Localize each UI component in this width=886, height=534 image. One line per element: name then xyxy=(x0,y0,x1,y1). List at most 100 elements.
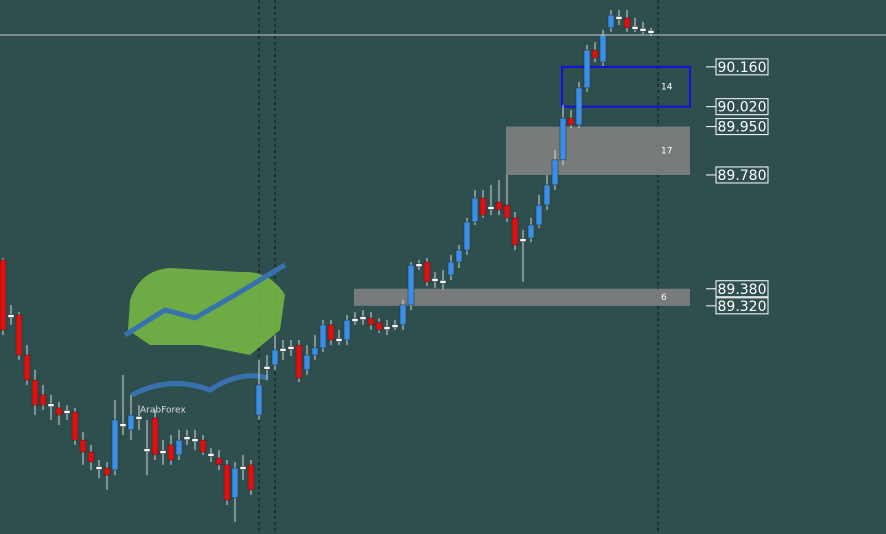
candle-body xyxy=(455,249,463,263)
candle-body xyxy=(103,467,111,476)
candle-body xyxy=(71,411,79,441)
candle-body xyxy=(63,410,71,414)
price-label: 90.020 xyxy=(718,100,767,116)
candle-body xyxy=(151,417,159,456)
candle-body xyxy=(143,448,151,452)
candle-body xyxy=(551,159,559,186)
candle-body xyxy=(95,466,103,470)
price-label-box xyxy=(715,58,769,76)
candle-body xyxy=(223,464,231,501)
candle-body xyxy=(119,423,127,427)
candle-body xyxy=(511,217,519,246)
candle-body xyxy=(359,316,367,320)
price-label: 89.320 xyxy=(718,299,767,315)
candle-body xyxy=(479,197,487,216)
price-label: 90.160 xyxy=(718,60,767,76)
candle-body xyxy=(559,117,567,161)
candle-body xyxy=(487,206,495,210)
candle-body xyxy=(519,238,527,242)
candle-body xyxy=(375,321,383,331)
price-label-box xyxy=(715,166,769,184)
candle-body xyxy=(15,314,23,356)
candle-body xyxy=(319,324,327,349)
candle-body xyxy=(191,438,199,442)
candle-body xyxy=(311,347,319,356)
candle-body xyxy=(231,467,239,499)
zone-count: 6 xyxy=(661,293,667,303)
candle-body xyxy=(567,117,575,126)
candle-body xyxy=(431,278,439,282)
watermark-text: ArabForex xyxy=(140,406,186,416)
zone-count: 17 xyxy=(661,146,672,156)
logo-script xyxy=(130,373,269,398)
price-label-box xyxy=(715,280,769,298)
candle-body xyxy=(535,204,543,226)
candle-body xyxy=(279,348,287,352)
zone xyxy=(354,288,690,306)
candle-body xyxy=(207,453,215,457)
candle-body xyxy=(391,324,399,328)
candle-body xyxy=(159,450,167,454)
candle-body xyxy=(175,439,183,456)
candle-body xyxy=(415,263,423,267)
price-label-box xyxy=(715,297,769,315)
candle-body xyxy=(55,407,63,416)
candle-body xyxy=(295,344,303,379)
price-label: 89.780 xyxy=(718,168,767,184)
candle-body xyxy=(183,436,191,440)
candle-body xyxy=(583,49,591,89)
candle-body xyxy=(495,201,503,211)
candle-body xyxy=(439,280,447,284)
candle-body xyxy=(607,14,615,29)
zone xyxy=(506,126,690,175)
candle-body xyxy=(287,346,295,350)
candle-body xyxy=(303,354,311,371)
candle-body xyxy=(647,30,655,34)
candle-body xyxy=(0,259,7,331)
candle-body xyxy=(31,379,39,406)
candle-body xyxy=(423,261,431,283)
candle-body xyxy=(615,16,623,20)
candle-body xyxy=(87,451,95,463)
candle-body xyxy=(639,28,647,32)
watermark-logo: ArabForex xyxy=(123,262,287,416)
zone xyxy=(561,65,691,108)
candle-body xyxy=(399,304,407,326)
zone-count: 14 xyxy=(661,82,673,92)
candle-body xyxy=(335,338,343,342)
candle-body xyxy=(127,414,135,431)
candle-body xyxy=(351,318,359,322)
candle-body xyxy=(39,394,47,406)
candle-body xyxy=(527,224,535,239)
candle-body xyxy=(327,324,335,341)
candle-body xyxy=(135,416,143,420)
candle-body xyxy=(575,87,583,126)
price-label: 89.380 xyxy=(718,282,767,298)
candle-body xyxy=(263,366,271,370)
candle-body xyxy=(471,197,479,223)
candle-body xyxy=(623,17,631,29)
candle-body xyxy=(343,319,351,341)
candle-body xyxy=(47,403,55,407)
candle-body xyxy=(23,354,31,381)
price-label: 89.950 xyxy=(718,120,767,136)
candle-body xyxy=(247,464,255,491)
candle-body xyxy=(447,261,455,276)
candle-body xyxy=(367,317,375,326)
candle-body xyxy=(79,439,87,453)
candle-body xyxy=(239,466,247,470)
candle-body xyxy=(463,221,471,251)
candle-body xyxy=(215,457,223,466)
candle-body xyxy=(383,326,391,330)
candle-body xyxy=(271,349,279,366)
candle-body xyxy=(167,444,175,461)
candle-body xyxy=(503,204,511,219)
candle-body xyxy=(111,419,119,471)
candle-body xyxy=(255,384,263,416)
price-label-box xyxy=(715,98,769,116)
price-label-box xyxy=(715,118,769,136)
candle-body xyxy=(543,184,551,206)
